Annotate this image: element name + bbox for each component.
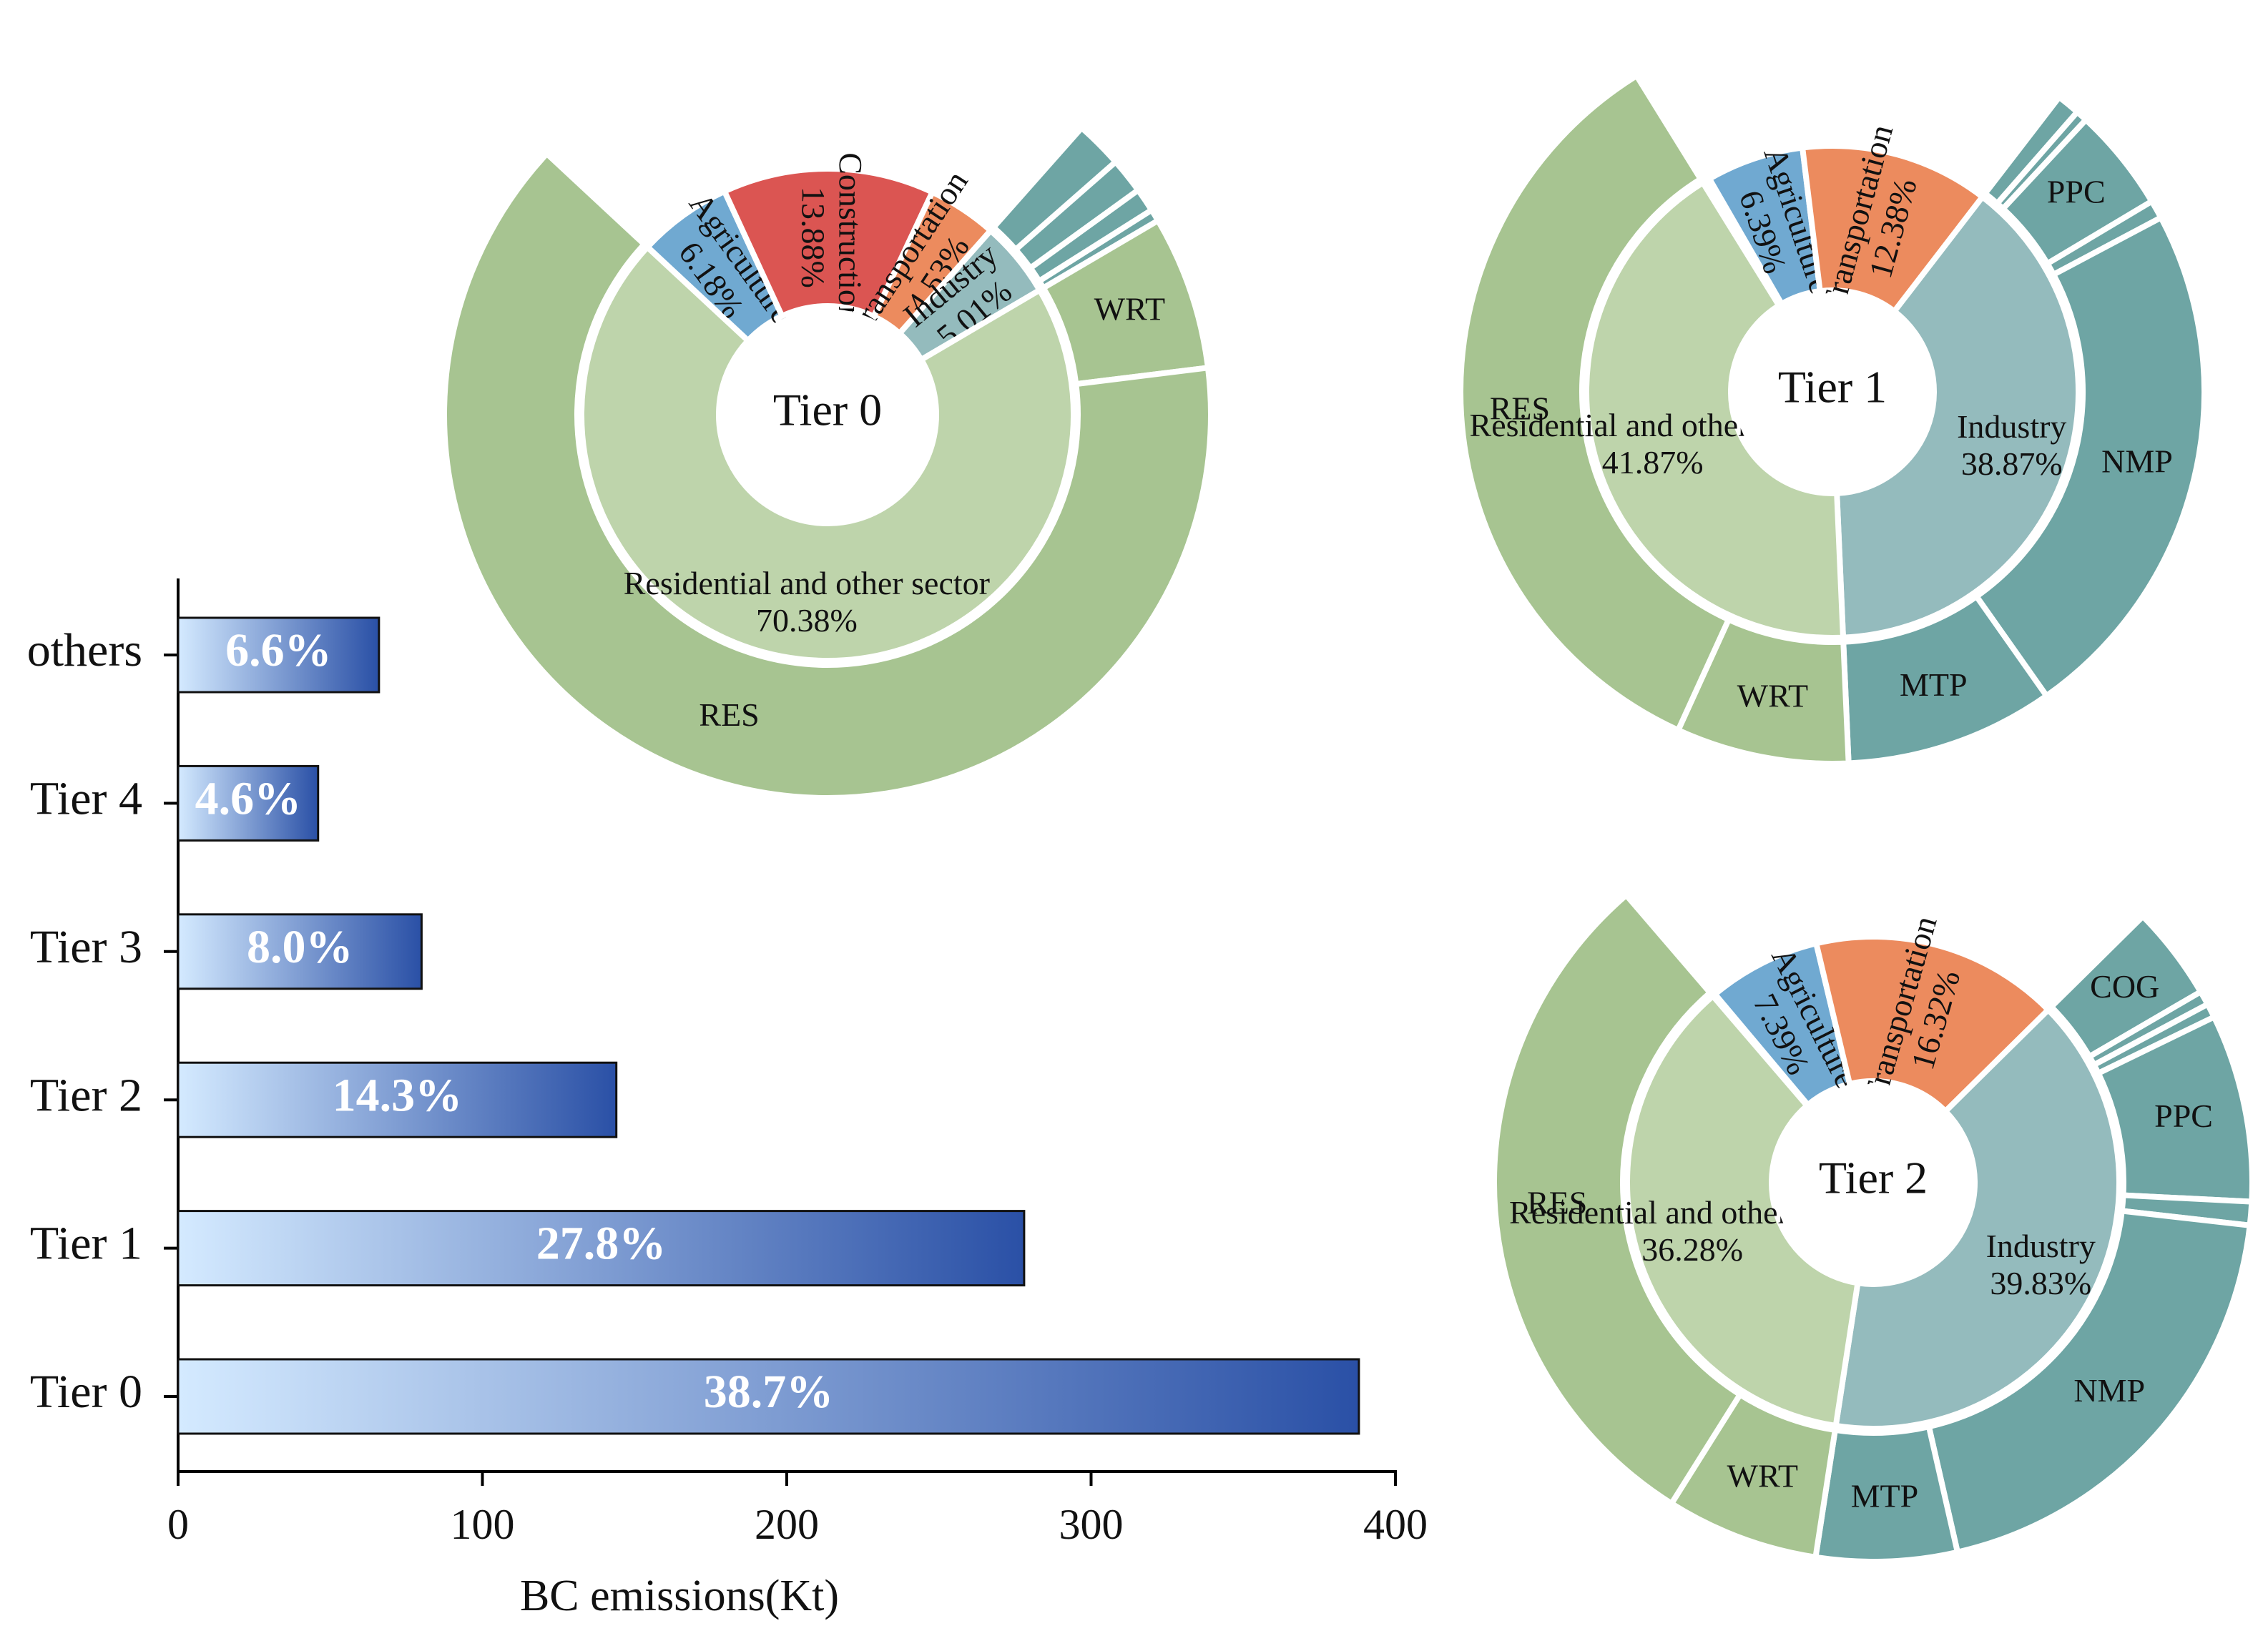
center-label: Tier 2 [1819,1153,1928,1203]
bar-label: 4.6% [195,773,302,825]
sector-value: 39.83% [1990,1265,2091,1301]
y-tick-label: Tier 4 [30,773,142,825]
y-tick-label: Tier 3 [30,921,142,973]
inner-sector [1834,192,2081,641]
y-tick-label: Tier 2 [30,1069,142,1121]
bar [177,616,381,694]
outer-label: PPC [2047,173,2106,210]
sector-name: Industry [1957,408,2066,445]
bar-label: 27.8% [536,1218,667,1270]
outer-label: PPC [2154,1098,2213,1134]
outer-sector [1491,891,1744,1508]
inner-sector [1812,934,2053,1115]
y-tick-label: Tier 0 [30,1366,142,1418]
center-hole [1734,293,1931,491]
sector-name: Construction [832,152,869,322]
outer-label: COG [2090,968,2159,1005]
bar [177,1210,1026,1287]
y-tick-label: Tier 1 [30,1218,142,1270]
bar-label: 6.6% [225,624,332,676]
outer-label: NMP [2101,443,2173,479]
inner-sector [1584,179,1847,641]
x-tick-label: 100 [451,1501,515,1548]
outer-label: WRT [1737,678,1808,714]
inner-sector [720,166,936,320]
center-label: Tier 0 [773,385,882,435]
sector-value: 13.88% [795,187,832,288]
outer-sector [1925,1208,2254,1556]
sector-value: 41.87% [1602,444,1704,481]
inner-sector [579,243,1076,664]
center-hole [1774,1084,1972,1281]
outer-sector [1972,213,2207,700]
inner-sector [1799,143,1987,316]
y-tick-label: others [27,624,142,676]
center-hole [722,309,933,521]
center-label: Tier 1 [1778,362,1887,413]
bar [177,1358,1360,1435]
sector-value: 38.87% [1961,445,2063,482]
bar [177,913,423,990]
x-tick-label: 200 [755,1501,819,1548]
x-axis-label: BC emissions(Kt) [520,1572,839,1620]
outer-label: RES [1527,1184,1587,1221]
outer-label: MTP [1900,666,1968,703]
bar-label: 14.3% [333,1069,463,1121]
sector-name: Residential and other sector [624,565,990,601]
sector-name: Industry [1986,1228,2096,1264]
inner-sector [1832,1005,2122,1431]
x-tick-label: 400 [1363,1501,1428,1548]
bar-label: 8.0% [247,921,353,973]
sector-value: 36.28% [1641,1231,1743,1268]
outer-label: NMP [2073,1372,2145,1409]
outer-sector [441,149,1214,801]
x-tick-label: 0 [167,1501,189,1548]
outer-label: RES [699,696,759,733]
outer-sector [1458,72,1733,734]
bar [177,1061,618,1138]
inner-sector [1624,992,1861,1429]
sector-value: 70.38% [756,602,858,639]
outer-label: MTP [1851,1477,1919,1514]
bar [177,764,320,842]
outer-label: WRT [1727,1458,1798,1494]
outer-label: WRT [1094,290,1165,327]
x-tick-label: 300 [1059,1501,1124,1548]
bar-label: 38.7% [704,1366,834,1418]
outer-label: RES [1490,390,1550,426]
